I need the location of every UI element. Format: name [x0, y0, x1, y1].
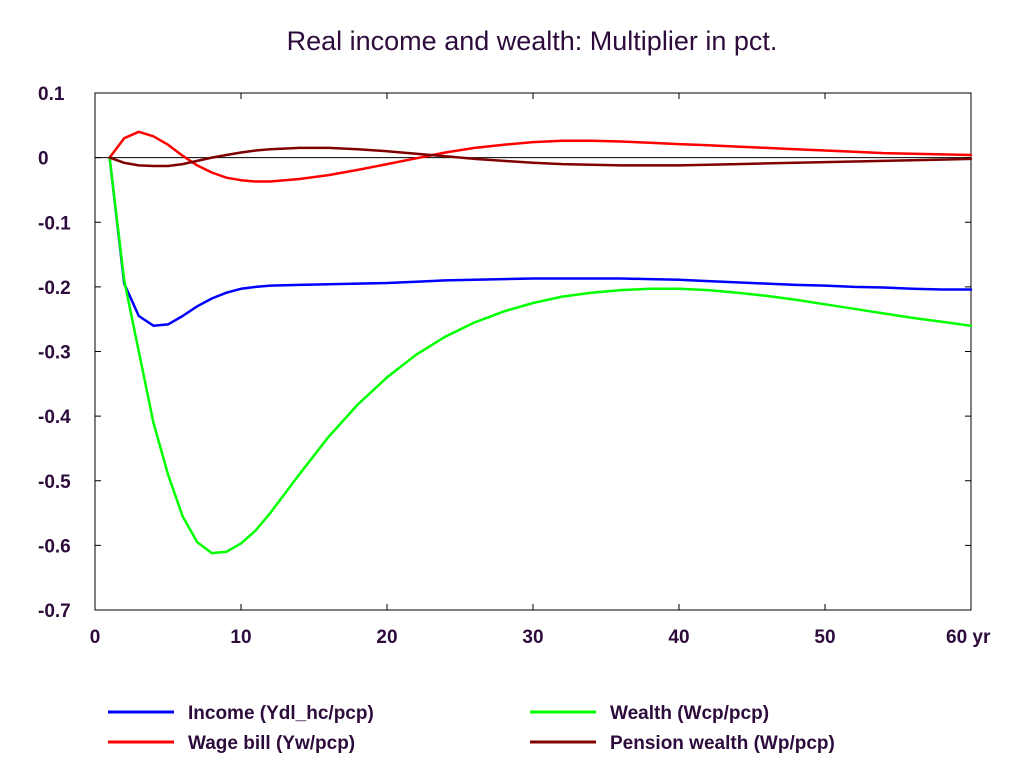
legend-label: Pension wealth (Wp/pcp) [610, 733, 835, 754]
series-layer [108, 130, 973, 555]
series-line [108, 156, 973, 327]
legend-label: Wealth (Wcp/pcp) [610, 703, 769, 724]
y-tick-label: -0.4 [38, 407, 71, 428]
legend-label: Wage bill (Yw/pcp) [188, 733, 355, 754]
y-tick-label: -0.7 [38, 601, 71, 622]
y-tick-label: -0.1 [38, 213, 71, 234]
y-tick-label: 0 [38, 149, 49, 170]
series-line [108, 130, 973, 183]
y-tick-label: -0.6 [38, 536, 71, 557]
y-tick-label: -0.2 [38, 278, 71, 299]
y-tick-label: -0.5 [38, 472, 71, 493]
axis-ticks: 0.1 0 -0.1 -0.2 -0.3 -0.4 -0.5 -0.6 -0.7 0 10 20 30 4… [38, 84, 991, 648]
legend: Income (Ydl_hc/pcp) Wage bill (Yw/pcp) Wea… [108, 703, 835, 754]
legend-label: Income (Ydl_hc/pcp) [188, 703, 374, 724]
x-tick-label: 60 yr [946, 627, 991, 648]
x-tick-label: 0 [90, 627, 101, 648]
y-tick-label: -0.3 [38, 343, 71, 364]
plot-frame [94, 92, 972, 611]
x-tick-label: 10 [230, 627, 251, 648]
x-tick-label: 50 [814, 627, 835, 648]
chart-title: Real income and wealth: Multiplier in pc… [287, 26, 778, 56]
series-line [108, 146, 973, 168]
x-tick-label: 40 [668, 627, 689, 648]
x-tick-label: 30 [522, 627, 543, 648]
y-tick-label: 0.1 [38, 84, 65, 105]
x-tick-label: 20 [376, 627, 397, 648]
series-line [108, 156, 973, 555]
